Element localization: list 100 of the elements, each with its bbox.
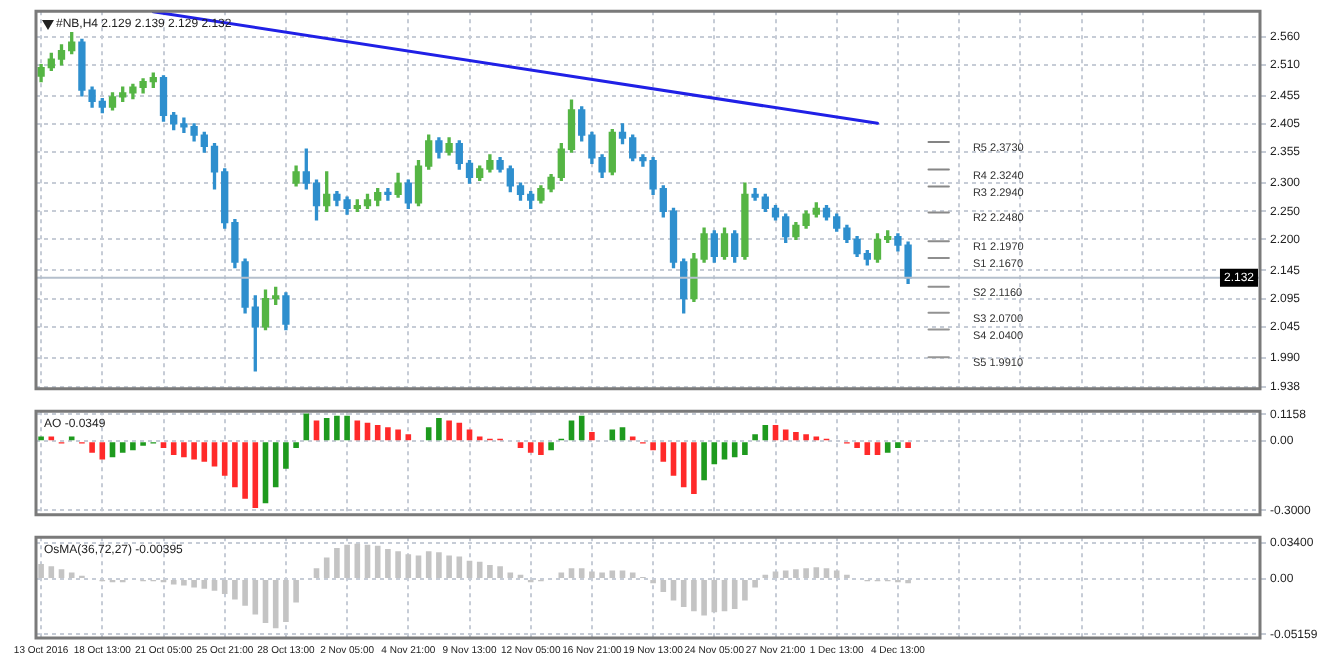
bar — [313, 420, 320, 441]
bar — [742, 442, 748, 455]
bar — [344, 544, 350, 579]
bar — [701, 580, 707, 616]
bar — [558, 572, 565, 579]
bar — [589, 431, 595, 441]
bar — [283, 580, 289, 622]
bar — [721, 442, 728, 460]
bar — [497, 566, 503, 579]
bar — [344, 415, 350, 441]
bar — [660, 442, 667, 462]
bar — [283, 442, 289, 469]
bar — [272, 580, 279, 629]
bar — [456, 422, 463, 441]
bar — [711, 580, 718, 613]
bar — [323, 557, 330, 579]
bar — [456, 556, 463, 579]
bar — [221, 580, 228, 595]
bar — [354, 543, 361, 579]
bar — [793, 569, 799, 579]
bar — [884, 442, 891, 453]
bar — [436, 552, 442, 579]
bar — [823, 568, 830, 579]
bar — [242, 580, 248, 606]
bar — [242, 442, 248, 499]
bar — [119, 442, 126, 453]
bar — [619, 570, 626, 579]
bar — [782, 570, 789, 579]
bar — [701, 442, 707, 481]
bar — [548, 442, 554, 451]
bar — [589, 571, 595, 579]
bar — [568, 420, 575, 441]
bar — [670, 442, 677, 476]
bar — [568, 568, 575, 579]
bar — [68, 572, 75, 579]
bar — [874, 442, 881, 455]
bar — [425, 427, 432, 441]
bar — [599, 572, 605, 579]
bar — [833, 570, 840, 579]
bar — [680, 580, 687, 607]
bar — [293, 580, 299, 603]
bar — [272, 442, 279, 488]
bar — [895, 442, 901, 449]
bar — [323, 418, 330, 441]
bar — [48, 566, 55, 579]
bar — [527, 442, 534, 453]
bar — [89, 442, 95, 453]
bar — [334, 547, 340, 579]
bar — [313, 568, 320, 579]
bar — [130, 442, 136, 451]
bar — [905, 442, 911, 449]
bar — [374, 425, 381, 441]
bar — [476, 561, 483, 579]
bar — [609, 570, 616, 579]
bar — [425, 551, 432, 579]
bar — [385, 549, 391, 579]
bar — [395, 429, 401, 441]
bar — [405, 434, 412, 441]
bar — [517, 442, 524, 449]
bar — [232, 442, 238, 488]
bar — [293, 442, 299, 449]
bar — [201, 580, 208, 589]
candlestick — [384, 188, 392, 201]
bar — [619, 427, 626, 441]
bar — [691, 442, 697, 495]
bar — [609, 429, 616, 441]
bar — [99, 442, 106, 460]
bar — [578, 415, 585, 441]
bar — [446, 420, 452, 441]
bar — [650, 442, 656, 451]
bar — [711, 442, 718, 465]
bar — [58, 569, 65, 579]
bar — [181, 442, 187, 458]
bar — [731, 580, 738, 610]
bar — [436, 418, 442, 441]
bar — [752, 580, 758, 588]
bar — [38, 564, 44, 579]
bar — [181, 580, 187, 586]
bar — [334, 415, 340, 441]
bar — [629, 572, 636, 579]
bar — [660, 580, 667, 592]
bar — [232, 580, 238, 600]
bar — [252, 580, 259, 615]
bar — [211, 580, 218, 591]
bar — [793, 431, 799, 441]
bar — [405, 554, 412, 579]
bar — [354, 420, 361, 441]
bar — [752, 434, 758, 441]
bar — [762, 425, 769, 441]
bar — [201, 442, 208, 462]
bar — [864, 442, 871, 455]
bar — [691, 580, 697, 612]
bar — [578, 568, 585, 579]
bar — [782, 429, 789, 441]
bar — [395, 551, 401, 579]
bar — [191, 580, 197, 588]
bar — [221, 442, 228, 476]
bar — [252, 442, 259, 508]
bar — [803, 434, 809, 441]
bar — [191, 442, 197, 460]
